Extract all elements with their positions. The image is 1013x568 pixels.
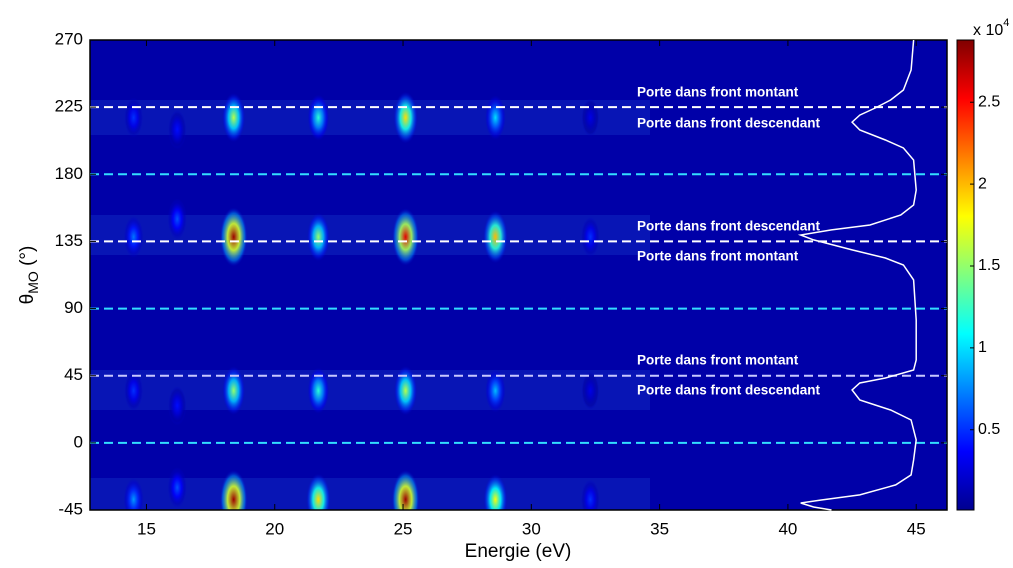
plot-frame (89, 39, 948, 511)
y-tick-label: 45 (64, 365, 83, 384)
y-label-main: θ (17, 294, 38, 305)
y-label-unit: (°) (17, 246, 38, 272)
peak (222, 366, 245, 415)
x-tick-label: 15 (137, 519, 156, 538)
peak (393, 91, 418, 144)
annotation: Porte dans front montant (637, 85, 799, 100)
peak (123, 216, 144, 258)
peak (483, 210, 508, 264)
peak (483, 474, 508, 510)
x-tick-label: 45 (907, 519, 926, 538)
peak (581, 98, 600, 137)
colorbar-label: x 104 (973, 17, 1009, 39)
peak (392, 208, 420, 266)
x-tick-label: 25 (394, 519, 413, 538)
annotation: Porte dans front montant (637, 353, 799, 368)
colorbar-tick-label: 2.5 (978, 93, 1000, 110)
y-tick-label: 90 (64, 298, 83, 317)
curve (797, 39, 917, 511)
peak (167, 467, 187, 509)
peak (485, 368, 506, 413)
annotation: Porte dans front descendant (637, 219, 821, 234)
peak (307, 212, 330, 262)
annotation: Porte dans front descendant (637, 383, 821, 398)
annotation: Porte dans front montant (637, 249, 799, 264)
peak (306, 473, 331, 510)
heat-layer (123, 91, 600, 510)
y-tick-label: 225 (55, 97, 83, 116)
peak (580, 479, 600, 510)
peak (581, 371, 600, 410)
peak (168, 385, 187, 426)
peak (219, 469, 248, 510)
peak (394, 365, 418, 416)
colorbar-exponent: 4 (1003, 17, 1009, 29)
colorbar-tick-label: 1.5 (978, 257, 1000, 274)
peak (219, 207, 248, 267)
peak (485, 95, 506, 140)
colorbar-tick-label: 0.5 (978, 421, 1000, 438)
peak (391, 469, 420, 510)
y-tick-label: -45 (58, 499, 83, 518)
y-tick-label: 135 (55, 231, 83, 250)
colorbar (956, 39, 975, 511)
peak (222, 92, 246, 143)
x-tick-label: 35 (650, 519, 669, 538)
peak (167, 198, 187, 240)
x-tick-label: 20 (265, 519, 284, 538)
y-tick-label: 270 (55, 29, 83, 48)
annotation: Porte dans front descendant (637, 116, 821, 131)
colorbar-tick-label: 1 (978, 339, 987, 356)
peak (124, 370, 143, 411)
peak (307, 94, 330, 141)
x-tick-label: 30 (522, 519, 541, 538)
colorbar-base: x 10 (973, 22, 1003, 39)
peak (580, 216, 600, 258)
y-tick-label: 0 (74, 432, 83, 451)
x-axis-label: Energie (eV) (465, 541, 572, 562)
peak (307, 367, 330, 414)
y-label-sub: MO (25, 271, 41, 294)
peak (168, 109, 187, 150)
y-tick-label: 180 (55, 164, 83, 183)
x-tick-label: 40 (778, 519, 797, 538)
peak (124, 97, 143, 138)
peak (123, 478, 144, 510)
y-axis-label: θMO (°) (17, 246, 41, 305)
colorbar-tick-label: 2 (978, 175, 987, 192)
